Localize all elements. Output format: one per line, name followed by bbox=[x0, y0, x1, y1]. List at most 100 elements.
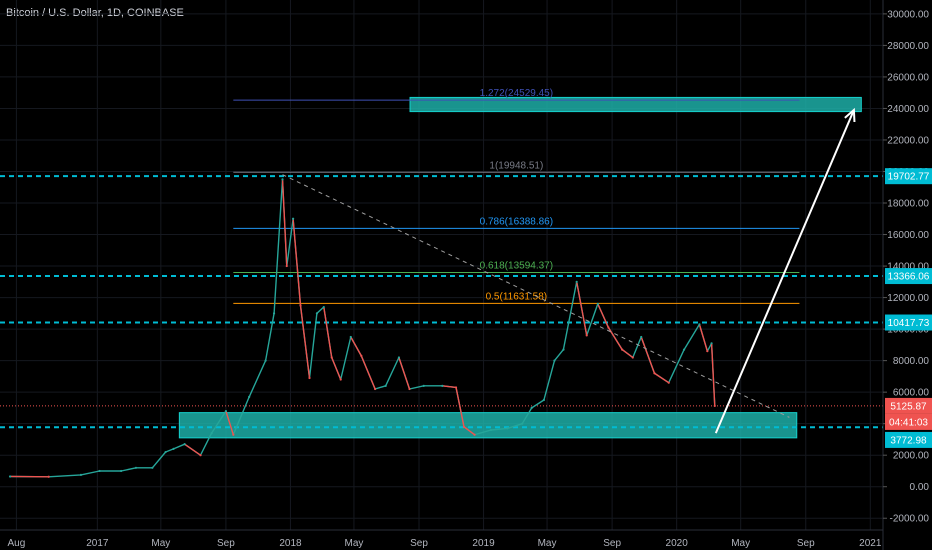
price-point bbox=[264, 359, 267, 362]
price-point bbox=[473, 433, 476, 436]
price-segment-down bbox=[710, 343, 716, 406]
price-point bbox=[585, 334, 588, 337]
price-point bbox=[698, 323, 701, 326]
overlays-layer bbox=[282, 107, 856, 434]
price-point bbox=[621, 348, 624, 351]
price-point bbox=[248, 395, 251, 398]
price-point bbox=[199, 454, 202, 457]
fib-level-label: 0.786(16388.86) bbox=[480, 216, 553, 227]
x-tick-label: Sep bbox=[603, 538, 621, 549]
price-point bbox=[542, 398, 545, 402]
x-tick-label: May bbox=[151, 538, 170, 549]
last-price-badge-text: 5125.87 bbox=[890, 401, 927, 412]
level-badge-13366 bbox=[885, 268, 932, 285]
x-tick-label: 2018 bbox=[279, 538, 302, 549]
x-tick-label: Sep bbox=[797, 538, 815, 549]
price-point bbox=[384, 384, 387, 387]
price-point bbox=[291, 217, 295, 220]
price-point bbox=[164, 450, 167, 454]
price-point bbox=[640, 335, 643, 339]
price-point bbox=[653, 372, 656, 375]
y-tick-label: 16000.00 bbox=[887, 230, 929, 241]
y-tick-label: 22000.00 bbox=[887, 135, 929, 146]
price-segment-down bbox=[654, 372, 670, 384]
support-zone bbox=[178, 412, 798, 439]
price-segment-down bbox=[575, 281, 588, 336]
price-segment-down bbox=[607, 327, 623, 350]
level-badge-19702 bbox=[885, 168, 932, 185]
price-point bbox=[422, 384, 425, 387]
price-segment-down bbox=[455, 387, 465, 427]
price-point bbox=[47, 475, 50, 478]
y-tick-label: -2000.00 bbox=[890, 514, 930, 525]
fibonacci-layer: 1.272(24529.45) 1(19948.51) 0.786(16388.86… bbox=[233, 88, 800, 304]
price-point bbox=[713, 404, 716, 408]
price-segment-down bbox=[350, 336, 362, 357]
level-badge-3772-text: 3772.98 bbox=[890, 435, 927, 446]
price-point bbox=[397, 356, 401, 359]
price-point bbox=[224, 409, 228, 413]
y-tick-label: 26000.00 bbox=[887, 72, 929, 83]
zones-layer bbox=[178, 96, 862, 439]
x-tick-label: 2019 bbox=[472, 538, 495, 549]
chart-grid bbox=[0, 0, 883, 530]
price-point bbox=[506, 427, 509, 430]
price-point bbox=[272, 312, 276, 315]
x-tick-label: 2020 bbox=[666, 538, 689, 549]
price-segment-down bbox=[299, 305, 311, 379]
price-series-layer bbox=[8, 178, 716, 478]
fib-level-label: 0.618(13594.37) bbox=[480, 260, 553, 271]
fib-level-label: 1(19948.51) bbox=[489, 160, 543, 171]
price-point bbox=[553, 359, 556, 362]
arrow-head bbox=[844, 107, 856, 123]
price-segment-down bbox=[698, 324, 709, 352]
price-point bbox=[441, 384, 444, 387]
price-point bbox=[530, 406, 533, 410]
y-tick-label: 2000.00 bbox=[893, 451, 930, 462]
chart-title: Bitcoin / U.S. Dollar, 1D, COINBASE bbox=[6, 7, 184, 19]
price-point bbox=[120, 469, 123, 473]
price-point bbox=[232, 433, 235, 436]
y-tick-label: 6000.00 bbox=[893, 388, 930, 399]
price-point bbox=[98, 469, 101, 473]
price-point bbox=[682, 348, 686, 351]
price-point bbox=[183, 443, 186, 446]
x-tick-label: May bbox=[344, 538, 363, 549]
y-tick-label: 0.00 bbox=[910, 482, 930, 493]
y-tick-label: 18000.00 bbox=[887, 199, 929, 210]
price-point bbox=[151, 466, 154, 469]
level-badge-10417-text: 10417.73 bbox=[888, 318, 930, 329]
price-point bbox=[330, 356, 333, 359]
countdown-badge-text: 04:41:03 bbox=[889, 417, 928, 428]
price-point bbox=[210, 432, 213, 435]
target-zone bbox=[409, 96, 862, 113]
price-point bbox=[454, 386, 458, 389]
y-tick-label: 12000.00 bbox=[887, 293, 929, 304]
time-axis: Aug 2017 May Sep 2018 May Sep 2019 May Sep 2020 May… bbox=[0, 529, 883, 549]
price-segment-down bbox=[442, 385, 457, 389]
price-segment-down bbox=[621, 349, 634, 359]
price-point bbox=[631, 356, 634, 359]
x-tick-label: Sep bbox=[410, 538, 428, 549]
level-badge-3772 bbox=[885, 431, 932, 448]
price-point bbox=[281, 178, 284, 181]
price-segment-down bbox=[331, 357, 342, 380]
price-point bbox=[339, 378, 342, 381]
x-tick-label: 2017 bbox=[86, 538, 109, 549]
y-tick-label: 24000.00 bbox=[887, 104, 929, 115]
price-badges: 19702.77 13366.06 10417.73 5125.87 04:41:03 3… bbox=[885, 168, 932, 448]
price-point bbox=[322, 305, 325, 309]
fib-level-label: 1.272(24529.45) bbox=[480, 88, 553, 99]
price-segment-down bbox=[184, 443, 201, 456]
price-segment-down bbox=[360, 355, 376, 390]
price-point bbox=[299, 304, 302, 307]
price-segment-down bbox=[640, 336, 656, 374]
fib-level-label: 0.5(11631.58) bbox=[486, 291, 548, 302]
y-tick-label: 8000.00 bbox=[893, 356, 930, 367]
level-badge-19702-text: 19702.77 bbox=[888, 172, 930, 183]
price-point bbox=[408, 387, 411, 391]
y-tick-label: 14000.00 bbox=[887, 262, 929, 273]
price-segment-down bbox=[292, 218, 302, 306]
price-point bbox=[596, 302, 599, 305]
